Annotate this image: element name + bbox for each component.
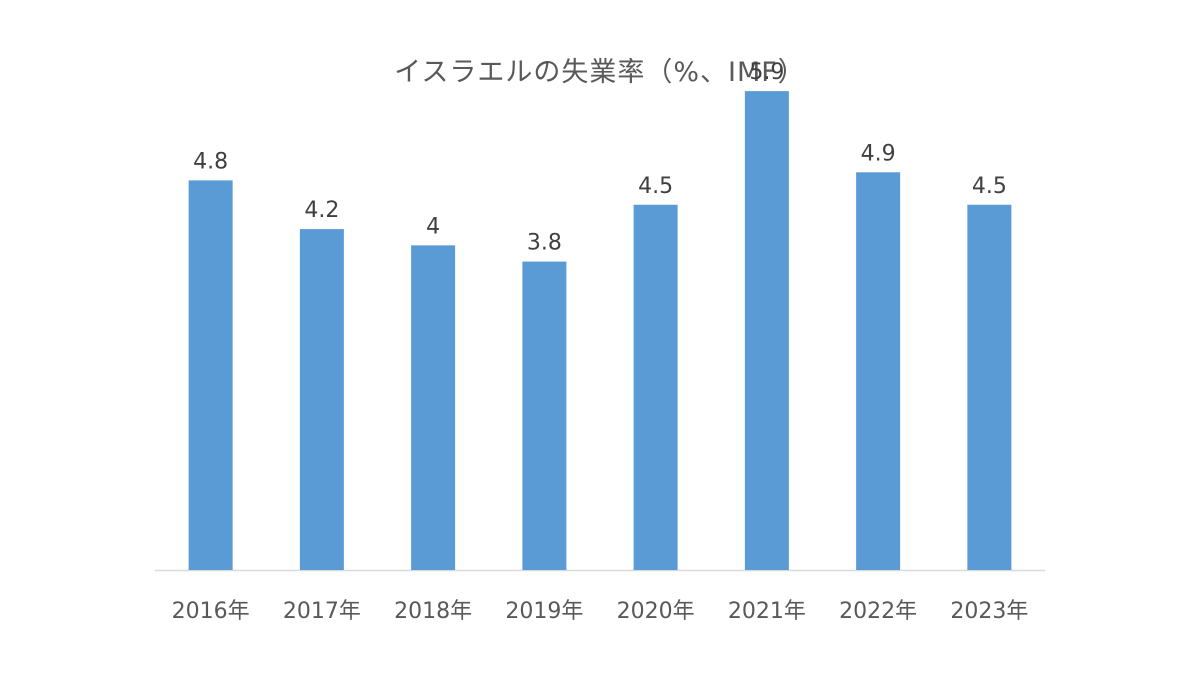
chart-title: イスラエルの失業率（%、IMF） [394,57,806,88]
bar-5 [744,91,789,570]
x-tick-label-1: 2017年 [283,599,361,624]
bar-1 [299,229,344,570]
data-label-2: 4 [426,214,440,239]
data-label-7: 4.5 [972,174,1007,199]
bar-4 [633,204,678,570]
data-label-4: 4.5 [638,174,673,199]
x-tick-label-4: 2020年 [617,599,695,624]
x-tick-label-0: 2016年 [172,599,250,624]
x-tick-label-7: 2023年 [950,599,1028,624]
data-label-5: 5.9 [749,60,784,85]
data-label-6: 4.9 [861,141,896,166]
x-tick-label-3: 2019年 [505,599,583,624]
data-label-0: 4.8 [193,149,228,174]
bar-3 [522,261,567,570]
bar-6 [856,172,901,571]
data-label-1: 4.2 [304,198,339,223]
x-tick-label-5: 2021年 [728,599,806,624]
bar-7 [967,204,1012,570]
bar-2 [411,245,456,571]
bar-0 [188,180,233,570]
x-tick-label-6: 2022年 [839,599,917,624]
x-tick-label-2: 2018年 [394,599,472,624]
data-label-3: 3.8 [527,231,562,256]
